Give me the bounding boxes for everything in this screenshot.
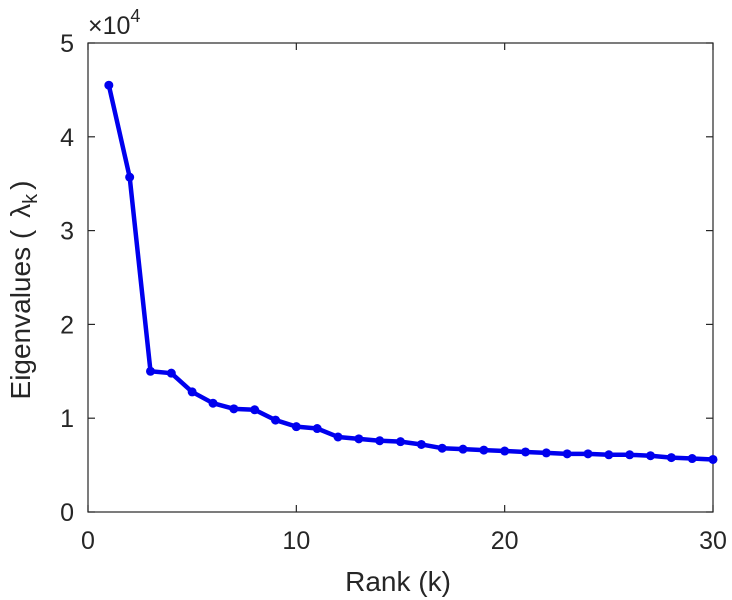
series-layer	[104, 80, 718, 464]
data-point	[646, 451, 655, 461]
data-point	[333, 432, 343, 442]
data-point	[104, 80, 114, 90]
data-point	[521, 447, 530, 457]
y-axis-label: Eigenvalues (λk)	[5, 181, 42, 400]
x-tick-label: 0	[81, 527, 95, 555]
data-point	[708, 454, 718, 464]
data-point	[125, 172, 135, 182]
y-tick-label: 2	[60, 311, 74, 339]
data-point	[146, 366, 155, 376]
data-point	[687, 454, 697, 464]
x-axis-ticks: 0 10 20 30	[81, 43, 727, 555]
data-point	[375, 436, 385, 446]
y-tick-label: 4	[60, 124, 74, 152]
data-point	[458, 444, 468, 454]
data-point	[541, 448, 551, 458]
data-point	[437, 443, 447, 453]
data-point	[500, 446, 510, 456]
data-point	[416, 439, 426, 449]
data-point	[229, 404, 239, 414]
data-point	[604, 450, 614, 460]
data-point	[354, 434, 364, 444]
y-tick-label: 0	[60, 499, 74, 527]
y-tick-label: 1	[60, 405, 74, 433]
x-tick-label: 20	[491, 527, 519, 555]
data-point	[583, 449, 593, 459]
y-tick-label: 3	[60, 218, 74, 246]
x-axis-label: Rank (k)	[345, 566, 451, 597]
data-point	[166, 368, 176, 378]
data-point	[291, 422, 301, 432]
data-point	[625, 450, 635, 460]
data-point	[271, 415, 280, 425]
y-tick-label: 5	[60, 30, 74, 58]
y-axis-multiplier: ×104	[88, 6, 140, 40]
data-point	[562, 449, 572, 459]
x-tick-label: 30	[699, 527, 727, 555]
data-point	[666, 453, 676, 463]
data-point	[250, 405, 260, 415]
data-point	[208, 398, 218, 408]
y-axis-ticks: 0 1 2 3 4 5	[60, 30, 713, 527]
plot-area	[87, 42, 714, 513]
data-point	[396, 437, 405, 447]
data-point	[312, 424, 322, 434]
data-point	[479, 445, 489, 455]
x-tick-label: 10	[282, 527, 310, 555]
data-point	[187, 387, 197, 397]
plot-frame	[87, 42, 714, 513]
